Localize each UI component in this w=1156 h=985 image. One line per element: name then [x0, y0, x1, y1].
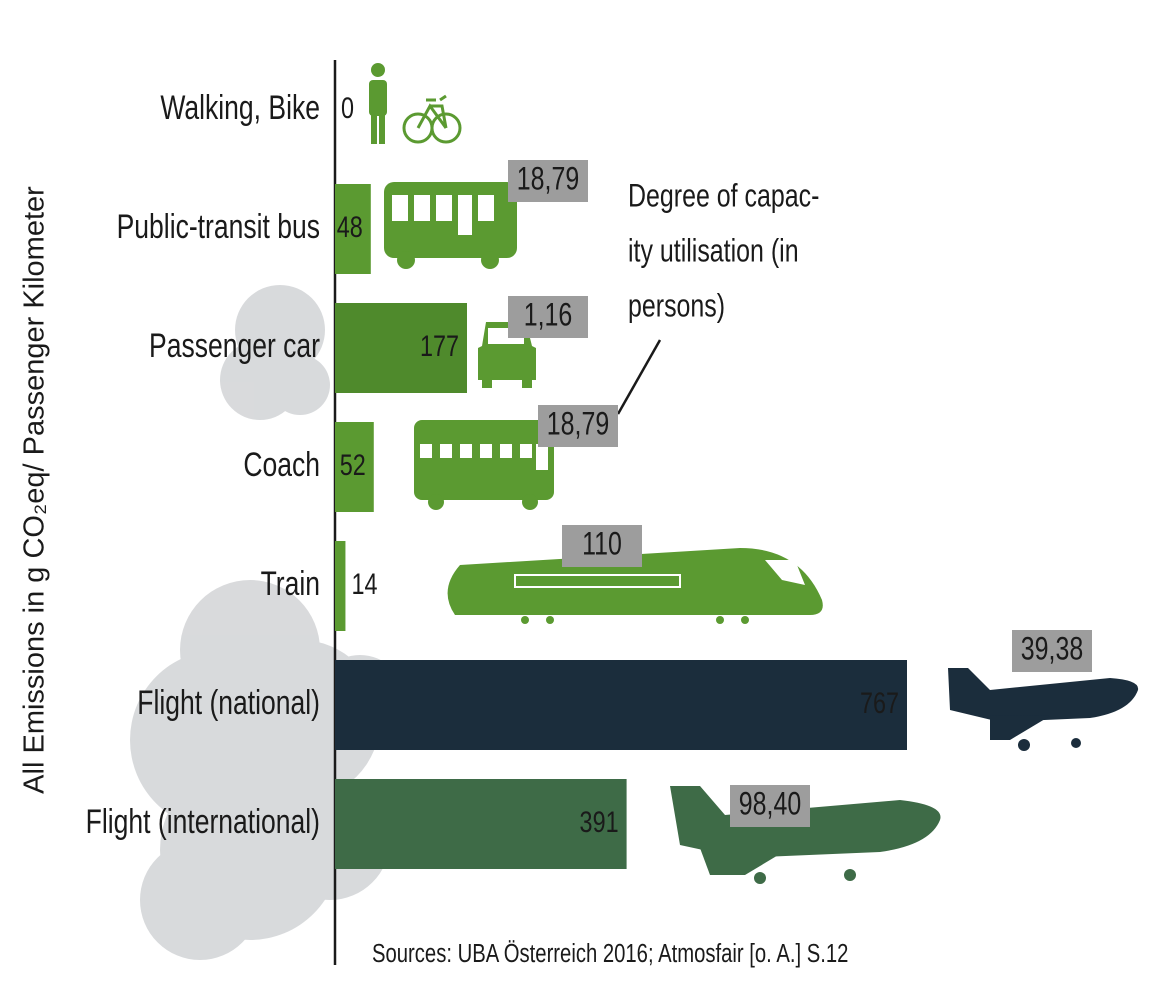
value-label-group: 48: [337, 210, 363, 243]
plane-national-icon: [948, 668, 1138, 751]
annotation-line-group: ity utilisation (in: [628, 234, 799, 270]
capacity-label: 18,79: [547, 407, 609, 443]
bar: [335, 541, 345, 631]
annotation-line: ity utilisation (in: [628, 234, 799, 270]
coach-icon: [414, 420, 554, 510]
category-label: Train: [261, 565, 320, 603]
bike-icon: [404, 96, 460, 142]
category-label: Public-transit bus: [117, 208, 320, 246]
capacity-label: 110: [582, 527, 622, 563]
capacity-label: 98,40: [739, 787, 801, 823]
category-label-group: Train: [261, 565, 320, 603]
source-note-group: Sources: UBA Österreich 2016; Atmosfair …: [372, 938, 848, 967]
category-label: Coach: [243, 446, 320, 484]
category-label: Flight (international): [86, 803, 320, 841]
value-label-group: 14: [351, 567, 377, 600]
capacity-label: 18,79: [517, 162, 579, 198]
value-label: 767: [860, 686, 899, 719]
value-label-group: 767: [860, 686, 899, 719]
capacity-label-group: 18,79: [517, 162, 579, 198]
value-label-group: 0: [341, 91, 354, 124]
chart: All Emissions in g CO₂eq/ Passenger Kilo…: [0, 0, 1156, 985]
capacity-label-group: 110: [582, 527, 622, 563]
bus-icon: [384, 182, 517, 269]
capacity-label-group: 98,40: [739, 787, 801, 823]
value-label: 391: [580, 805, 619, 838]
capacity-label: 1,16: [524, 298, 573, 334]
value-label-group: 52: [340, 448, 366, 481]
value-label-group: 177: [420, 329, 459, 362]
source-note: Sources: UBA Österreich 2016; Atmosfair …: [372, 938, 848, 967]
annotation-pointer: [618, 340, 660, 414]
category-label: Walking, Bike: [160, 89, 320, 127]
annotation-line-group: Degree of capac-: [628, 179, 819, 215]
walker-icon: [369, 63, 387, 144]
category-label-group: Public-transit bus: [117, 208, 320, 246]
value-label: 48: [337, 210, 363, 243]
bar: [335, 660, 907, 750]
annotation-line-group: persons): [628, 289, 725, 325]
capacity-label-group: 18,79: [547, 407, 609, 443]
capacity-label-group: 39,38: [1021, 632, 1083, 668]
y-axis-title: All Emissions in g CO₂eq/ Passenger Kilo…: [19, 186, 51, 794]
category-label: Passenger car: [149, 327, 320, 365]
value-label: 177: [420, 329, 459, 362]
value-label: 52: [340, 448, 366, 481]
annotation-line: persons): [628, 289, 725, 325]
value-label: 14: [351, 567, 377, 600]
category-label-group: Flight (international): [86, 803, 320, 841]
category-label-group: Coach: [243, 446, 320, 484]
capacity-label-group: 1,16: [524, 298, 573, 334]
category-label: Flight (national): [137, 684, 320, 722]
category-label-group: Passenger car: [149, 327, 320, 365]
value-label: 0: [341, 91, 354, 124]
value-label-group: 391: [580, 805, 619, 838]
category-label-group: Flight (national): [137, 684, 320, 722]
category-label-group: Walking, Bike: [160, 89, 320, 127]
annotation-line: Degree of capac-: [628, 179, 819, 215]
capacity-label: 39,38: [1021, 632, 1083, 668]
